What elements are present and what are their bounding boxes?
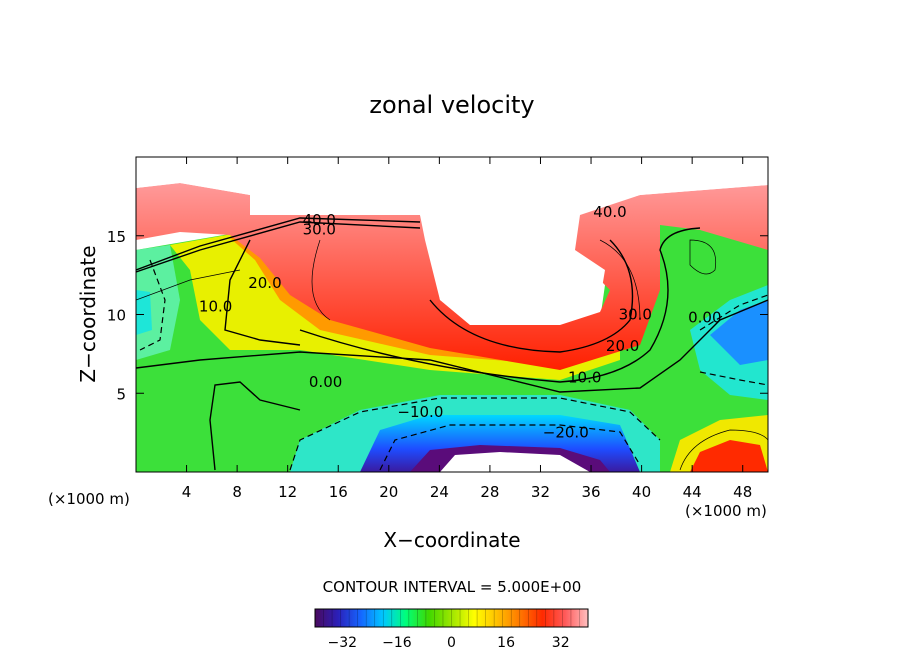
- x-tick-label: 4: [182, 483, 192, 501]
- field-red: [136, 183, 768, 370]
- y-tick-label: 15: [107, 228, 126, 246]
- x-tick-label: 32: [531, 483, 550, 501]
- contour-label: 30.0: [303, 220, 336, 238]
- x-unit-label: (×1000 m): [685, 502, 767, 520]
- z-unit-label: (×1000 m): [48, 490, 130, 508]
- x-tick-label: 44: [683, 483, 702, 501]
- colorbar-tick-label: 32: [552, 635, 570, 651]
- field-white-top: [136, 157, 768, 318]
- colorbar-stripes: [323, 609, 580, 627]
- contour-label: −10.0: [397, 403, 443, 421]
- x-tick-label: 36: [581, 483, 600, 501]
- colorbar: −32 −16 0 16 32: [314, 608, 589, 651]
- x-tick-label: 40: [632, 483, 651, 501]
- contour-label: 0.00: [309, 373, 342, 391]
- field-lower-white: [440, 452, 590, 472]
- contour-labels: 40.030.020.010.00.00−10.0−20.010.020.030…: [199, 203, 722, 442]
- x-tick-label: 20: [379, 483, 398, 501]
- y-tick-label: 10: [107, 307, 126, 325]
- chart-title: zonal velocity: [369, 91, 534, 119]
- y-axis: 5 10 15: [107, 228, 768, 403]
- colorbar-ticks: −32 −16 0 16 32: [328, 635, 570, 651]
- contour-label: 20.0: [606, 337, 639, 355]
- field-cyan-left-core: [136, 290, 152, 335]
- x-axis-label: X−coordinate: [383, 528, 520, 552]
- colorbar-gradient: [314, 608, 589, 628]
- contour-label: 10.0: [199, 298, 232, 316]
- x-tick-label: 16: [329, 483, 348, 501]
- contour-label: 40.0: [303, 211, 336, 229]
- colorbar-tick-label: −16: [382, 635, 412, 651]
- contour-interval: CONTOUR INTERVAL = 5.000E+00: [323, 578, 582, 596]
- x-tick-label: 28: [480, 483, 499, 501]
- contour-label: 40.0: [593, 203, 626, 221]
- colorbar-tick-label: 0: [447, 635, 456, 651]
- colorbar-tick-label: 16: [497, 635, 515, 651]
- x-tick-label: 12: [278, 483, 297, 501]
- contour-label: 10.0: [568, 369, 601, 387]
- x-axis: 4 8 12 16 20 24 28 32 36 40 44 48: [182, 157, 752, 501]
- velocity-field: [136, 157, 768, 472]
- x-tick-label: 48: [733, 483, 752, 501]
- x-tick-label: 8: [232, 483, 242, 501]
- field-right-blue: [710, 300, 768, 365]
- y-axis-label: Z−coordinate: [76, 245, 100, 382]
- x-tick-label: 24: [430, 483, 449, 501]
- field-br-red: [690, 440, 768, 472]
- contour-label: 30.0: [619, 306, 652, 324]
- y-tick-label: 5: [116, 385, 126, 403]
- contour-label: −20.0: [543, 424, 589, 442]
- contour-label: 20.0: [248, 274, 281, 292]
- contour-label: 0.00: [688, 309, 721, 327]
- colorbar-tick-label: −32: [328, 635, 358, 651]
